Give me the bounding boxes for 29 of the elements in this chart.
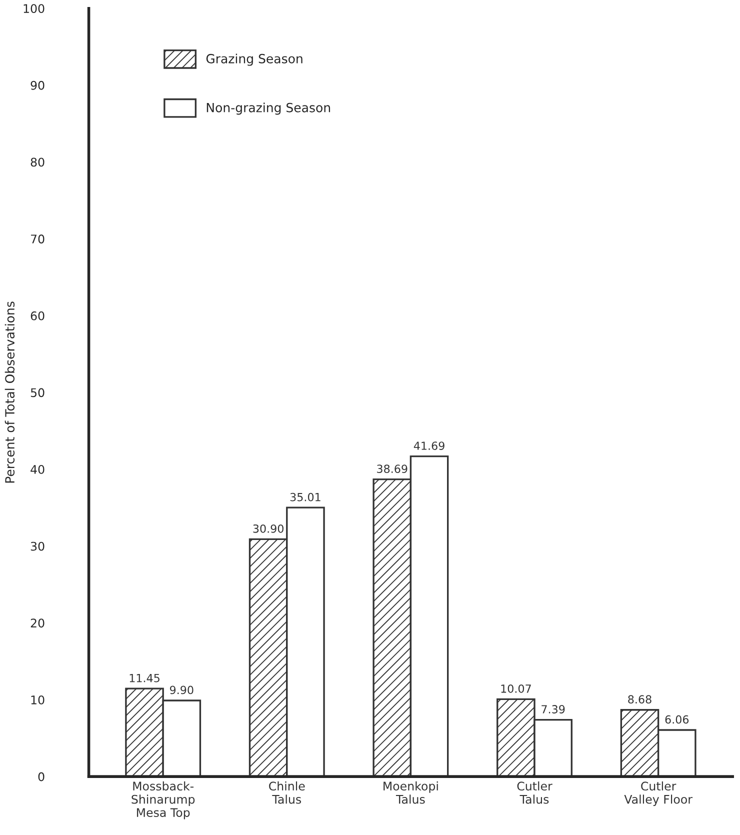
- data-label: 6.06: [665, 715, 689, 724]
- y-tick-label: 80: [30, 158, 44, 167]
- y-tick-label: 0: [38, 772, 44, 782]
- x-tick-label: Mossback- Shinarump Mesa Top: [132, 781, 195, 820]
- data-label: 35.01: [290, 492, 320, 502]
- data-label: 9.90: [170, 686, 194, 694]
- y-tick-label: 50: [30, 388, 44, 398]
- y-tick-label: 40: [30, 464, 44, 474]
- data-label: 8.68: [628, 695, 652, 704]
- data-label: 38.69: [377, 464, 408, 474]
- x-tick-label: Cutler Valley Floor: [624, 781, 692, 806]
- x-tick-label: Chinle Talus: [269, 781, 305, 804]
- x-tick-label: Cutler Talus: [517, 781, 552, 804]
- data-label: 41.69: [414, 442, 444, 450]
- y-tick-label: 60: [30, 311, 44, 320]
- data-label: 10.07: [501, 684, 531, 693]
- y-tick-label: 70: [30, 234, 44, 244]
- x-tick-label: Moenkopi Talus: [384, 781, 438, 804]
- y-axis-title: Percent of Total Observations: [4, 302, 15, 483]
- data-label: 7.39: [542, 705, 565, 714]
- y-tick-label: 30: [30, 542, 44, 551]
- y-tick-label: 100: [24, 4, 44, 14]
- y-tick-label: 10: [31, 695, 44, 704]
- y-tick-label: 90: [30, 80, 44, 90]
- data-label: 30.90: [253, 524, 284, 533]
- legend-label: Grazing Season: [206, 54, 302, 66]
- legend-label: Non-grazing Season: [206, 102, 330, 115]
- data-label: 11.45: [130, 674, 160, 682]
- y-tick-label: 20: [30, 618, 44, 628]
